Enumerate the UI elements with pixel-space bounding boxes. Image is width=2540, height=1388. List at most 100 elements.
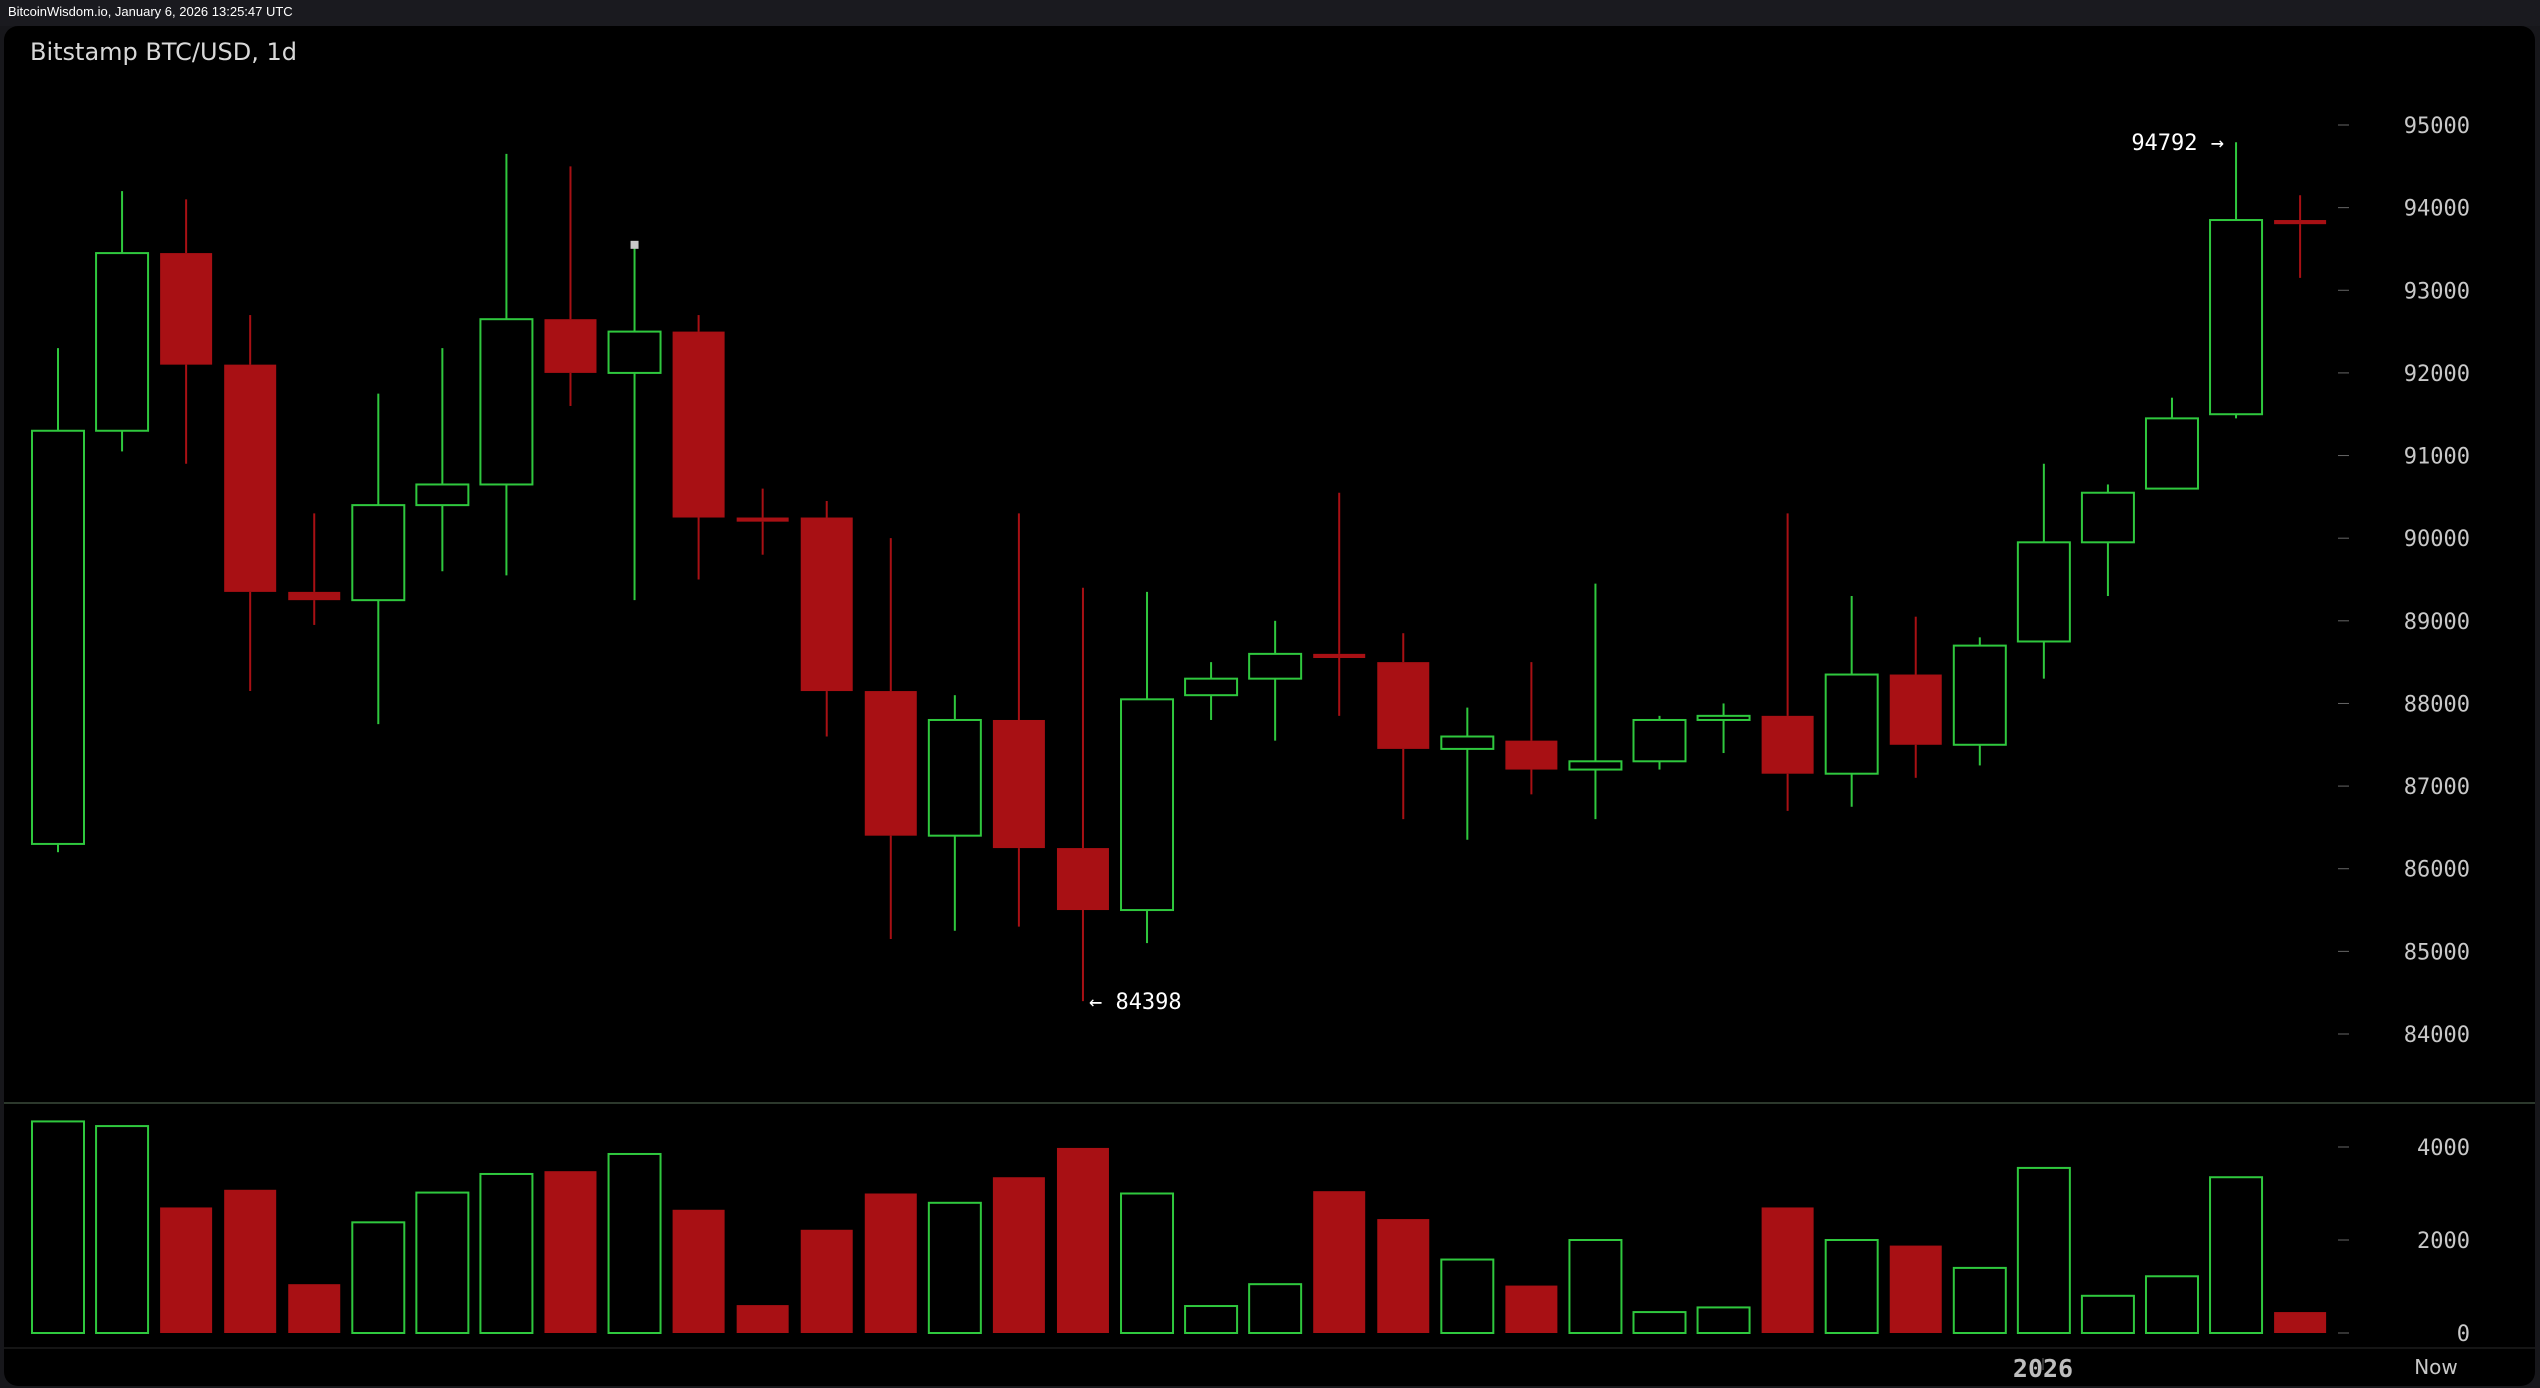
candle-body: [1056, 848, 1109, 911]
volume-bar: [1120, 1192, 1175, 1334]
candle: [479, 153, 534, 576]
price-tick-label: 84000: [2404, 1023, 2470, 1048]
volume-tick-label: 0: [2457, 1322, 2470, 1347]
volume-bar: [1632, 1311, 1687, 1334]
volume-bar: [1761, 1207, 1814, 1333]
candle: [607, 244, 662, 601]
site-timestamp: BitcoinWisdom.io, January 6, 2026 13:25:…: [8, 4, 293, 19]
year-label: 2026: [2013, 1354, 2073, 1383]
volume-bar: [1440, 1258, 1495, 1335]
volume-bar: [1824, 1239, 1879, 1334]
volume-axis: 0 2000 4000: [2338, 1136, 2470, 1347]
candle-body: [1440, 735, 1495, 750]
candle: [288, 513, 341, 625]
volume-bar: [160, 1207, 213, 1333]
candle-body: [544, 319, 597, 373]
candle: [160, 199, 213, 464]
price-tick-label: 93000: [2404, 279, 2470, 304]
annotations: 94792 → ← 84398: [1089, 131, 2224, 1015]
candle: [1632, 715, 1687, 770]
volume-bar: [2274, 1312, 2327, 1333]
candle: [351, 393, 406, 725]
volume-bar: [1505, 1285, 1558, 1333]
volume-bar: [672, 1209, 725, 1333]
marker-dot: [630, 240, 639, 249]
candle: [1568, 583, 1623, 820]
candle-body: [95, 252, 150, 432]
candle: [1248, 620, 1303, 741]
candle-body: [1377, 662, 1430, 749]
volume-bars: [31, 1120, 2327, 1335]
candle: [1056, 587, 1109, 1002]
candle-body: [992, 719, 1045, 849]
candle: [1761, 513, 1814, 811]
volume-bar: [2144, 1275, 2199, 1335]
candles: [31, 142, 2327, 1002]
candle: [800, 500, 853, 737]
candle: [1440, 707, 1495, 840]
candle: [1313, 492, 1366, 716]
price-tick-label: 94000: [2404, 197, 2470, 222]
candle-body: [1952, 644, 2007, 746]
candle-body: [1313, 653, 1366, 659]
chart-title: Bitstamp BTC/USD, 1d: [30, 38, 297, 66]
candle-body: [2274, 220, 2327, 225]
candle: [1184, 662, 1239, 720]
candle: [544, 166, 597, 406]
volume-bar: [415, 1191, 470, 1334]
candle: [672, 315, 725, 580]
price-tick-label: 89000: [2404, 610, 2470, 635]
volume-tick-label: 4000: [2417, 1136, 2470, 1161]
candle-body: [1248, 652, 1303, 680]
candle: [2274, 195, 2327, 278]
volume-bar: [992, 1177, 1045, 1333]
now-label: Now: [2414, 1355, 2458, 1379]
candle-body: [2209, 219, 2264, 416]
candle-body: [224, 364, 277, 592]
volume-bar: [1696, 1306, 1751, 1335]
candle-body: [1184, 677, 1239, 697]
candle-body: [1632, 718, 1687, 763]
volume-bar: [479, 1172, 534, 1334]
volume-bar: [1056, 1147, 1109, 1333]
candle-body: [1120, 698, 1175, 912]
volume-bar: [544, 1171, 597, 1333]
candle-body: [351, 504, 406, 602]
price-tick-label: 92000: [2404, 362, 2470, 387]
price-axis: 84000 85000 86000 87000 88000 89000 90000 91000…: [2338, 114, 2470, 1048]
candle: [415, 348, 470, 572]
candle: [992, 513, 1045, 927]
candlestick-chart[interactable]: Bitstamp BTC/USD, 1d 84000 85000 86000 8700…: [4, 26, 2535, 1386]
volume-bar: [288, 1284, 341, 1333]
volume-bar: [800, 1229, 853, 1333]
price-tick-label: 90000: [2404, 527, 2470, 552]
candle: [1952, 637, 2007, 766]
high-annotation: 94792 →: [2131, 131, 2224, 156]
volume-bar: [31, 1120, 85, 1335]
candle-body: [288, 591, 341, 601]
candle: [1889, 616, 1942, 778]
candle-body: [927, 718, 982, 837]
candle-body: [736, 517, 789, 522]
candle-body: [31, 429, 85, 845]
price-tick-label: 91000: [2404, 445, 2470, 470]
candle: [95, 191, 150, 452]
candle: [1824, 596, 1879, 807]
top-bar: BitcoinWisdom.io, January 6, 2026 13:25:…: [0, 0, 2540, 26]
candle: [1696, 703, 1751, 754]
candle: [736, 488, 789, 555]
volume-bar: [1568, 1239, 1623, 1334]
volume-bar: [1889, 1245, 1942, 1333]
candle: [2080, 484, 2135, 597]
candle-body: [479, 318, 534, 486]
candle-body: [1696, 714, 1751, 721]
candle: [2144, 397, 2199, 490]
candle-body: [672, 331, 725, 518]
candle-body: [2080, 491, 2135, 544]
volume-bar: [1248, 1283, 1303, 1335]
candle: [31, 348, 85, 853]
chart-panel: Bitstamp BTC/USD, 1d 84000 85000 86000 8700…: [4, 26, 2535, 1386]
price-tick-label: 87000: [2404, 775, 2470, 800]
volume-bar: [95, 1125, 150, 1334]
candle-body: [800, 517, 853, 692]
